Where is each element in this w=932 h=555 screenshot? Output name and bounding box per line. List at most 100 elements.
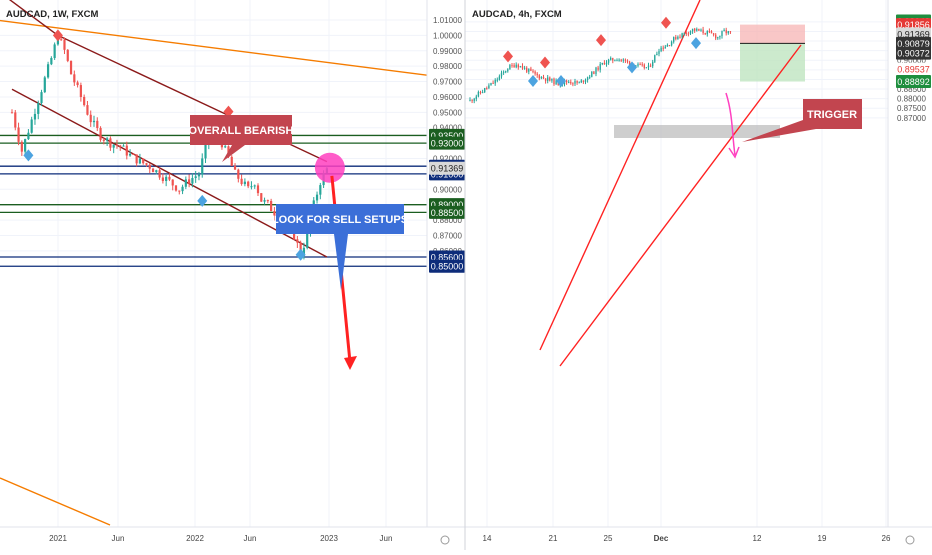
candle-body: [536, 73, 538, 76]
candle-body: [687, 33, 690, 35]
candle-body: [43, 77, 46, 93]
candle-body: [729, 31, 732, 33]
price-badge-text: 0.93500: [431, 131, 464, 141]
y-tick-label: 0.98000: [433, 62, 462, 71]
swing-low-marker: [691, 37, 701, 50]
candle-body: [502, 71, 505, 73]
candle-body: [505, 71, 507, 73]
candle-body: [645, 67, 648, 69]
candle: [496, 77, 498, 83]
candle: [479, 90, 482, 95]
overall-bearish-callout: OVERALL BEARISH: [189, 115, 294, 162]
candle: [523, 65, 526, 70]
candle: [719, 35, 721, 40]
candle-body: [194, 176, 197, 179]
candle-body: [534, 71, 536, 74]
candle-body: [486, 88, 488, 90]
candle: [184, 176, 187, 190]
candle-body: [306, 232, 309, 248]
y-tick-label: 1.01000: [433, 16, 462, 25]
candle-body: [20, 141, 23, 152]
candle: [643, 63, 645, 70]
candle-body: [725, 29, 727, 34]
candle-body: [481, 92, 484, 94]
callout-bg: [742, 99, 862, 142]
candle: [526, 66, 528, 74]
candle: [591, 71, 593, 78]
candle-body: [165, 176, 168, 182]
candle-body: [649, 65, 652, 67]
candle-body: [547, 77, 549, 81]
candle-body: [509, 65, 511, 70]
candle: [473, 97, 475, 104]
candle: [572, 82, 574, 87]
candle: [624, 58, 627, 64]
candle-body: [597, 67, 599, 70]
candle-body: [492, 82, 494, 84]
candle: [687, 31, 690, 37]
candle: [20, 140, 23, 156]
candle: [168, 173, 171, 182]
candle: [519, 65, 522, 68]
level-price-badge: 0.93000: [429, 136, 465, 150]
candle-body: [500, 72, 503, 77]
candle: [488, 83, 490, 90]
candle-body: [479, 91, 482, 93]
candle: [148, 163, 151, 174]
candle-body: [125, 145, 128, 156]
candle-body: [490, 82, 492, 86]
settings-icon: [905, 535, 915, 545]
price-badge-bg: [896, 75, 931, 89]
candle: [601, 62, 603, 66]
candle: [253, 184, 256, 189]
candle: [654, 54, 656, 64]
candle-body: [584, 79, 587, 82]
candle-body: [658, 51, 660, 54]
candle-body: [263, 200, 266, 202]
candle-body: [702, 29, 704, 34]
candle: [578, 81, 580, 84]
candle: [165, 174, 168, 187]
candle: [250, 181, 253, 190]
candle: [155, 169, 158, 175]
candle: [273, 207, 276, 221]
y-tick-label: 0.99000: [433, 47, 462, 56]
candle: [658, 48, 660, 57]
candle-body: [319, 185, 322, 195]
candle: [660, 45, 662, 53]
candle: [486, 86, 488, 90]
candle: [589, 74, 591, 80]
candle-body: [572, 83, 574, 85]
candle-body: [66, 49, 69, 61]
candle-body: [135, 154, 138, 164]
candle: [614, 59, 616, 62]
candle-body: [138, 158, 142, 164]
candle: [662, 45, 664, 52]
price-badge-text: 0.91856: [897, 20, 930, 30]
price-badge-text: 0.90372: [897, 49, 930, 59]
candle-body: [181, 186, 184, 192]
candle: [256, 183, 260, 196]
candle: [128, 149, 132, 157]
callout-bg: [190, 115, 292, 162]
candle: [616, 58, 618, 62]
candle-body: [106, 138, 109, 141]
swing-low-marker: [295, 248, 306, 261]
swing-high-marker: [223, 105, 234, 118]
candle-body: [14, 112, 17, 128]
candle-body: [270, 200, 273, 212]
candle-body: [668, 45, 671, 47]
candle: [652, 59, 654, 69]
candle: [194, 170, 197, 183]
candle: [63, 37, 66, 55]
candle: [666, 43, 669, 47]
candle: [698, 28, 700, 31]
candle-body: [574, 80, 576, 84]
candle-body: [565, 80, 568, 83]
candle: [197, 171, 201, 181]
candle: [681, 32, 683, 39]
candle-body: [247, 181, 250, 187]
candle-body: [40, 92, 43, 104]
candle-body: [654, 55, 656, 62]
